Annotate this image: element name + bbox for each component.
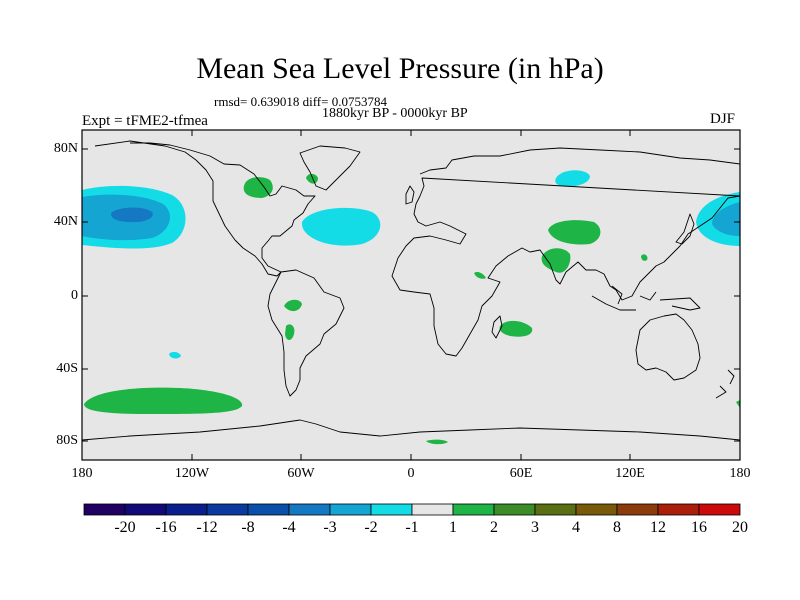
south-america-coastline — [267, 269, 345, 397]
lon-label-120w: 120W — [174, 466, 210, 481]
coastlines — [82, 140, 740, 441]
colorbar-swatch-5 — [288, 503, 331, 516]
colorbar-swatch-1 — [124, 503, 167, 516]
lon-label-60e: 60E — [509, 466, 533, 481]
colorbar-swatch-7 — [370, 503, 413, 516]
rmsd-diff-stats: rmsd= 0.639018 diff= 0.0753784 — [214, 94, 387, 109]
north-atlantic-anomaly — [301, 207, 381, 246]
colorbar-label: 12 — [650, 519, 666, 536]
colorbar-label: 20 — [732, 519, 748, 536]
australia-coastline — [635, 313, 701, 381]
antarctica-coastline — [82, 419, 740, 441]
season-label: DJF — [710, 111, 736, 127]
new-zealand-coastline — [715, 369, 735, 399]
colorbar-swatch-14 — [657, 503, 700, 516]
south-pacific-small-anomaly — [169, 351, 181, 359]
colorbar-label: -3 — [323, 519, 337, 536]
anomaly-shading — [82, 170, 740, 445]
colorbar-label: -16 — [155, 519, 177, 536]
colorbar-label: 8 — [613, 519, 621, 536]
colorbar-swatch-11 — [534, 503, 577, 516]
brazil-anomaly — [285, 324, 295, 340]
colorbar-swatch-9 — [452, 503, 495, 516]
colorbar-swatch-0 — [83, 503, 126, 516]
colorbar-label: -8 — [241, 519, 255, 536]
colorbar-swatch-3 — [206, 503, 249, 516]
colorbar-label: -4 — [282, 519, 296, 536]
indonesia-coastline — [591, 285, 701, 311]
colorbar-label: 3 — [531, 519, 539, 536]
arabia-anomaly — [474, 271, 486, 279]
siberia-anomaly — [555, 170, 590, 187]
colorbar-label: -20 — [114, 519, 136, 536]
colorbar-swatch-4 — [247, 503, 290, 516]
lon-label-60w: 60W — [287, 466, 315, 481]
eurasia-africa-coastline — [391, 147, 740, 357]
colorbar — [83, 503, 741, 516]
colorbar-label: 16 — [691, 519, 707, 536]
lat-label-80n: 80N — [53, 141, 78, 156]
colorbar-label: -2 — [364, 519, 378, 536]
se-asia-anomaly — [641, 254, 648, 261]
india-anomaly — [541, 248, 571, 273]
far-east-anomaly — [736, 400, 740, 408]
greenland-coastline — [299, 145, 361, 191]
lon-label-180w: 180 — [71, 466, 93, 481]
colorbar-label: 2 — [490, 519, 498, 536]
colorbar-label: -1 — [405, 519, 419, 536]
antarctic-coast-anomaly — [426, 439, 448, 445]
colorbar-swatch-6 — [329, 503, 372, 516]
north-pacific-low-anomaly-west-core — [111, 207, 153, 223]
colorbar-label: 4 — [572, 519, 580, 536]
madagascar-coastline — [491, 315, 503, 339]
hudson-bay-anomaly — [243, 177, 273, 198]
lat-label-80s: 80S — [56, 433, 78, 448]
great-britain-coastline — [405, 185, 415, 205]
experiment-label: Expt = tFME2-tfmea — [82, 113, 208, 129]
colorbar-swatch-13 — [616, 503, 659, 516]
north-pacific-low-anomaly-east-inner — [712, 202, 740, 236]
colorbar-swatch-15 — [698, 503, 741, 516]
madagascar-anomaly — [499, 320, 533, 337]
axis-ticks — [82, 130, 740, 460]
colorbar-label: 1 — [449, 519, 457, 536]
lat-label-0: 0 — [71, 288, 78, 303]
japan-coastline — [675, 213, 695, 245]
greenland-anomaly — [306, 173, 318, 184]
central-asia-anomaly — [548, 220, 601, 245]
colorbar-swatch-10 — [493, 503, 536, 516]
colorbar-swatch-2 — [165, 503, 208, 516]
time-period-label: 1880kyr BP - 0000kyr BP — [322, 106, 468, 121]
north-america-coastline — [94, 140, 316, 277]
plot-title: Mean Sea Level Pressure (in hPa) — [196, 52, 604, 85]
south-pacific-anomaly — [84, 387, 243, 414]
colorbar-swatch-8 — [411, 503, 454, 516]
colorbar-swatch-12 — [575, 503, 618, 516]
lat-label-40n: 40N — [53, 214, 78, 229]
lon-label-120e: 120E — [615, 466, 645, 481]
colorbar-label: -12 — [196, 519, 218, 536]
lon-label-180e: 180 — [729, 466, 751, 481]
lat-label-40s: 40S — [56, 361, 78, 376]
lon-label-0: 0 — [407, 466, 415, 481]
amazon-anomaly — [284, 299, 302, 312]
